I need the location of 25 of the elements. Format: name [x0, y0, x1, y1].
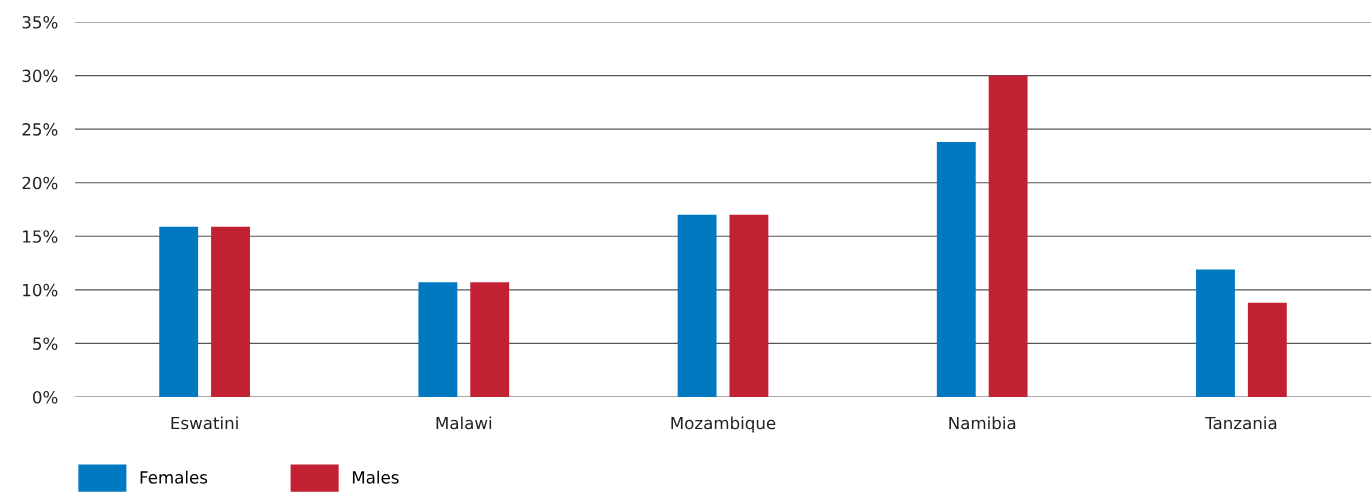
x-tick-label: Eswatini: [171, 416, 238, 430]
y-tick-label: 25%: [22, 123, 58, 136]
bar: [1247, 302, 1287, 397]
legend-label: Females: [140, 470, 208, 484]
bar: [1196, 269, 1235, 397]
bar: [677, 214, 717, 397]
y-tick-label: 30%: [22, 69, 58, 83]
bar: [211, 226, 250, 397]
x-tick-label: Tanzania: [1205, 416, 1277, 430]
bar: [988, 75, 1028, 397]
y-tick-label: 20%: [22, 176, 58, 190]
legend-label: Males: [352, 470, 399, 484]
bar: [936, 142, 976, 397]
x-tick-label: Mozambique: [671, 416, 776, 433]
y-tick-label: 5%: [33, 337, 58, 350]
y-tick-label: 35%: [22, 15, 58, 29]
y-tick-label: 15%: [23, 230, 58, 243]
bar: [418, 282, 458, 397]
bar: [470, 282, 510, 397]
x-tick-label: Namibia: [949, 416, 1016, 430]
x-tick-label: Malawi: [436, 416, 492, 430]
y-tick-label: 0%: [32, 390, 58, 404]
bar: [729, 214, 769, 397]
bar: [159, 226, 199, 397]
y-tick-label: 10%: [23, 283, 58, 297]
